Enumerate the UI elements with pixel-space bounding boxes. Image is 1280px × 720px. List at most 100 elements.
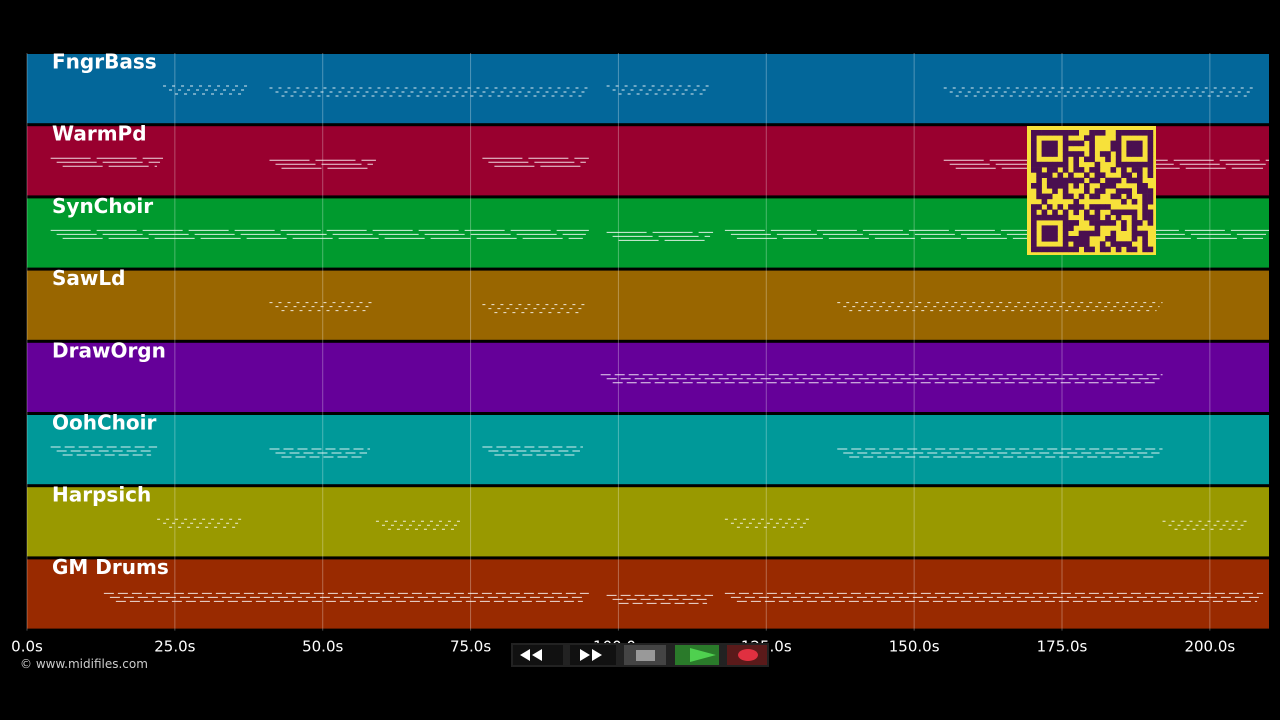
fast-forward-button[interactable] <box>570 645 616 665</box>
tick-label: 75.0s <box>450 638 491 656</box>
qr-cell <box>1137 183 1143 189</box>
qr-cell <box>1115 241 1122 247</box>
qr-cell <box>1137 167 1143 173</box>
qr-cell <box>1062 145 1069 152</box>
qr-cell <box>1147 198 1154 205</box>
qr-cell <box>1105 156 1111 163</box>
qr-cell <box>1089 156 1095 163</box>
qr-cell <box>1147 246 1154 253</box>
qr-cell <box>1046 172 1053 178</box>
qr-cell <box>1126 188 1132 194</box>
qr-cell <box>1073 167 1079 173</box>
qr-cell <box>1052 145 1058 152</box>
qr-cell <box>1110 145 1117 152</box>
qr-cell <box>1062 220 1069 226</box>
qr-cell <box>1046 177 1053 184</box>
qr-cell <box>1099 204 1106 210</box>
qr-cell <box>1131 167 1138 173</box>
qr-cell <box>1105 236 1111 242</box>
qr-cell <box>1147 214 1154 221</box>
qr-cell <box>1046 161 1053 168</box>
qr-cell <box>1094 204 1101 210</box>
qr-cell <box>1084 236 1090 242</box>
qr-cell <box>1068 225 1074 231</box>
qr-cell <box>1031 241 1037 247</box>
qr-cell <box>1078 140 1085 147</box>
qr-cell <box>1041 193 1048 200</box>
qr-cell <box>1131 151 1138 157</box>
qr-cell <box>1131 246 1138 253</box>
stop-button[interactable] <box>624 645 666 665</box>
qr-cell <box>1147 161 1154 168</box>
qr-cell <box>1073 183 1079 189</box>
qr-cell <box>1041 214 1048 221</box>
copyright: © www.midifiles.com <box>20 657 148 671</box>
qr-cell <box>1089 230 1095 237</box>
qr-cell <box>1073 246 1079 253</box>
qr-cell <box>1052 140 1058 147</box>
qr-cell <box>1062 230 1069 237</box>
qr-cell <box>1142 230 1148 237</box>
qr-cell <box>1142 161 1148 168</box>
qr-cell <box>1052 214 1058 221</box>
track-name: SawLd <box>52 266 125 290</box>
qr-cell <box>1115 145 1122 152</box>
qr-cell <box>1105 177 1111 184</box>
qr-cell <box>1046 236 1053 242</box>
qr-cell <box>1126 172 1132 178</box>
qr-cell <box>1094 209 1101 216</box>
qr-cell <box>1073 209 1079 216</box>
qr-cell <box>1078 193 1085 200</box>
qr-cell <box>1126 151 1132 157</box>
qr-cell <box>1068 130 1074 136</box>
qr-cell <box>1126 130 1132 136</box>
qr-cell <box>1068 246 1074 253</box>
qr-cell <box>1089 140 1095 147</box>
qr-cell <box>1073 198 1079 205</box>
qr-cell <box>1068 177 1074 184</box>
qr-cell <box>1105 220 1111 226</box>
qr-cell <box>1036 246 1042 253</box>
qr-cell <box>1084 241 1090 247</box>
record-button[interactable] <box>727 645 767 665</box>
qr-cell <box>1057 177 1064 184</box>
track-names: FngrBass WarmPd SynChoir SawLd DrawOrgn OohCh… <box>52 50 169 579</box>
qr-cell <box>1031 156 1037 163</box>
qr-cell <box>1147 188 1154 194</box>
qr-cell <box>1031 209 1037 216</box>
qr-cell <box>1052 225 1058 231</box>
qr-cell <box>1057 183 1064 189</box>
qr-cell <box>1041 209 1048 216</box>
track-lane <box>27 54 1269 124</box>
qr-cell <box>1057 204 1064 210</box>
qr-cell <box>1110 183 1117 189</box>
qr-cell <box>1110 241 1117 247</box>
qr-cell <box>1094 193 1101 200</box>
qr-cell <box>1073 177 1079 184</box>
qr-cell <box>1089 151 1095 157</box>
qr-cell <box>1137 188 1143 194</box>
qr-cell <box>1052 130 1058 136</box>
qr-cell <box>1068 236 1074 242</box>
qr-cell <box>1062 241 1069 247</box>
qr-cell <box>1089 135 1095 141</box>
track-lane <box>27 342 1269 412</box>
play-button[interactable] <box>675 645 719 665</box>
qr-cell <box>1057 161 1064 168</box>
qr-cell <box>1110 230 1117 237</box>
qr-cell <box>1115 161 1122 168</box>
qr-cell <box>1052 236 1058 242</box>
qr-cell <box>1131 161 1138 168</box>
grid <box>26 53 1211 631</box>
qr-cell <box>1041 145 1048 152</box>
qr-cell <box>1099 246 1106 253</box>
qr-cell <box>1046 204 1053 210</box>
qr-cell <box>1031 145 1037 152</box>
qr-cell <box>1084 214 1090 221</box>
qr-cell <box>1131 140 1138 147</box>
qr-cell <box>1031 183 1037 189</box>
qr-cell <box>1094 130 1101 136</box>
qr-cell <box>1105 214 1111 221</box>
rewind-button[interactable] <box>513 645 563 665</box>
qr-cell <box>1062 246 1069 253</box>
